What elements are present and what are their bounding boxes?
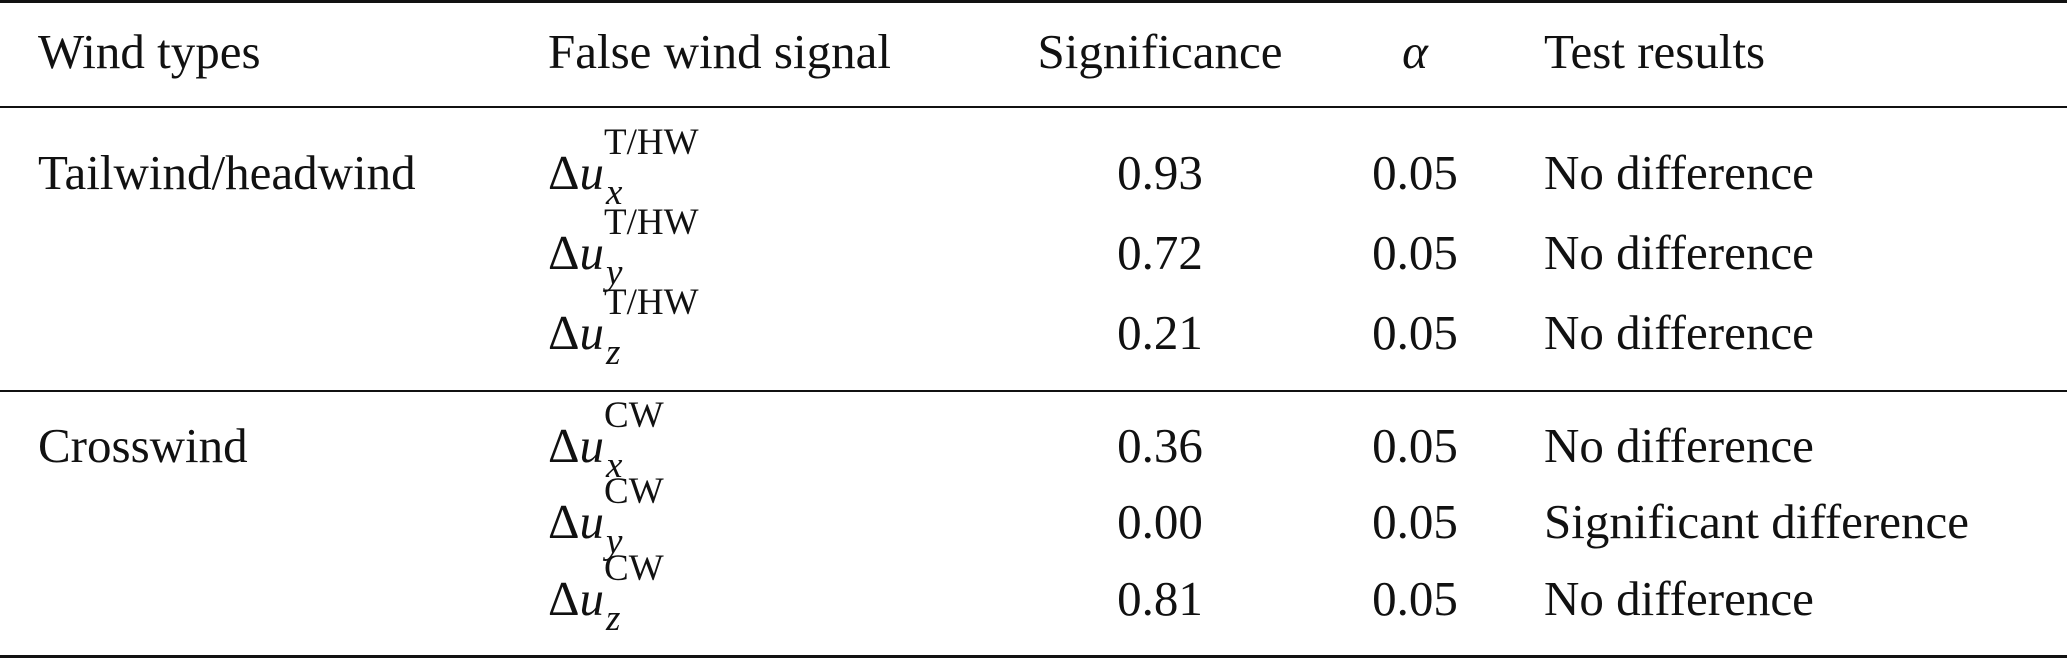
header-wind-types: Wind types — [38, 24, 261, 79]
group-wind-type-tailwind-headwind: Tailwind/headwind — [38, 145, 416, 200]
significance-value: 0.93 — [1117, 145, 1203, 200]
header-significance: Significance — [1037, 24, 1283, 79]
alpha-value: 0.05 — [1372, 145, 1458, 200]
test-result: No difference — [1544, 145, 1814, 200]
signal-cell: Δu T/HW z — [548, 282, 699, 373]
signal-cell: Δu CW y — [548, 471, 664, 562]
alpha-value: 0.05 — [1372, 494, 1458, 549]
test-result: Significant difference — [1544, 494, 1969, 549]
test-result: No difference — [1544, 305, 1814, 360]
significance-value: 0.21 — [1117, 305, 1203, 360]
significance-value: 0.00 — [1117, 494, 1203, 549]
signal-cell: Δu T/HW x — [548, 122, 699, 213]
alpha-value: 0.05 — [1372, 305, 1458, 360]
alpha-value: 0.05 — [1372, 571, 1458, 626]
top-rule — [0, 0, 2067, 3]
alpha-value: 0.05 — [1372, 418, 1458, 473]
header-alpha: α — [1402, 24, 1428, 79]
test-result: No difference — [1544, 571, 1814, 626]
test-result: No difference — [1544, 225, 1814, 280]
significance-value: 0.72 — [1117, 225, 1203, 280]
signal-cell: Δu T/HW y — [548, 202, 699, 293]
significance-value: 0.81 — [1117, 571, 1203, 626]
test-result: No difference — [1544, 418, 1814, 473]
signal-cell: Δu CW x — [548, 395, 664, 486]
group-wind-type-crosswind: Crosswind — [38, 418, 248, 473]
header-test-results: Test results — [1544, 24, 1766, 79]
group-separator-rule — [0, 390, 2067, 392]
bottom-rule — [0, 655, 2067, 658]
header-false-wind-signal: False wind signal — [548, 24, 891, 79]
significance-value: 0.36 — [1117, 418, 1203, 473]
header-rule — [0, 106, 2067, 108]
signal-cell: Δu CW z — [548, 548, 664, 639]
alpha-value: 0.05 — [1372, 225, 1458, 280]
